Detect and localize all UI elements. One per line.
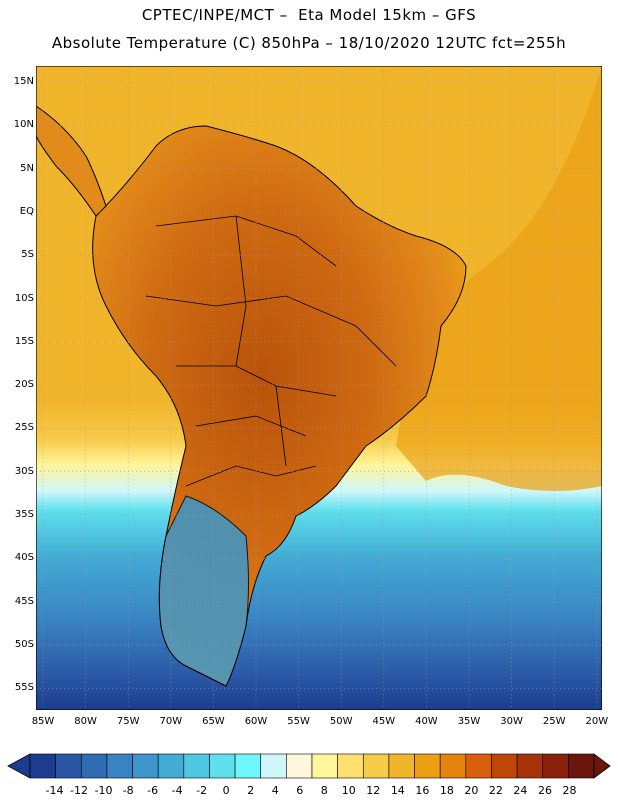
longitude-label: 35W [457, 716, 481, 727]
latitude-label: 10S [14, 292, 34, 304]
title-line-1: CPTEC/INPE/MCT – Eta Model 15km – GFS [141, 6, 477, 24]
colorbar-segment [29, 753, 56, 779]
colorbar-label: 10 [341, 784, 356, 797]
latitude-label: 55S [14, 682, 34, 694]
latitude-label: 45S [14, 595, 34, 607]
colorbar-label: 18 [439, 784, 454, 797]
colorbar-label: -2 [196, 784, 208, 797]
colorbar-segment [362, 753, 390, 779]
latitude-label: 25S [14, 422, 34, 434]
longitude-label: 65W [202, 716, 225, 727]
colorbar-label: 0 [222, 784, 230, 797]
title-line-2: Absolute Temperature (C) 850hPa – 18/10/… [51, 34, 567, 52]
colorbar-label: -12 [70, 784, 89, 797]
longitude-label: 55W [287, 716, 310, 727]
country-borders [145, 215, 397, 487]
colorbar-segment [337, 753, 364, 779]
temperature-map [36, 66, 602, 710]
colorbar-segment [491, 753, 518, 779]
longitude-label: 25W [542, 716, 566, 727]
lat-lon-grid [36, 66, 602, 710]
colorbar-segment [286, 753, 313, 779]
longitude-label: 80W [74, 716, 97, 727]
colorbar-label: 24 [513, 784, 528, 797]
colorbar-segment [516, 753, 544, 779]
longitude-label: 45W [372, 716, 396, 727]
longitude-label: 50W [329, 716, 353, 727]
colorbar-label: 14 [390, 784, 405, 797]
colorbar-segment [157, 753, 185, 779]
colorbar-label: 26 [537, 784, 552, 797]
colorbar-label: 8 [320, 784, 328, 797]
colorbar-segment [234, 753, 262, 779]
colorbar-segment [55, 753, 82, 779]
colorbar-label: 16 [415, 784, 430, 797]
latitude-label: 35S [14, 509, 34, 520]
colorbar-arrow-left [7, 753, 31, 779]
colorbar-segment [132, 753, 159, 779]
colorbar-segment [209, 753, 236, 779]
colorbar-segment [568, 753, 595, 779]
longitude-label: 85W [31, 716, 55, 727]
colorbar-segment [414, 753, 441, 779]
latitude-label: 15S [14, 335, 34, 347]
colorbar-label: 12 [366, 784, 381, 797]
colorbar-label: 22 [488, 784, 503, 797]
central-america-land [36, 105, 107, 217]
latitude-label: 5S [21, 249, 34, 261]
latitude-label: 5N [20, 162, 34, 174]
colorbar-segment [465, 753, 492, 779]
colorbar-segment [80, 753, 108, 779]
latitude-label: 10N [13, 119, 34, 131]
colorbar-label: 28 [562, 784, 577, 797]
colorbar-segment [311, 753, 338, 779]
longitude-label: 40W [415, 716, 438, 727]
colorbar-segment [439, 753, 467, 779]
latitude-label: 40S [14, 552, 34, 564]
longitude-label: 70W [159, 716, 183, 727]
longitude-label: 75W [116, 716, 140, 727]
color-scale-bar [7, 753, 611, 779]
longitude-label: 60W [244, 716, 268, 727]
latitude-label: 30S [14, 465, 34, 477]
latitude-label: 15N [13, 76, 34, 87]
colorbar-label: 2 [247, 784, 255, 797]
colorbar-segment [183, 753, 210, 779]
colorbar-label: -6 [147, 784, 159, 797]
colorbar-arrow-right [593, 753, 611, 779]
latitude-label: 20S [14, 379, 34, 391]
colorbar-label: -14 [45, 784, 64, 797]
latitude-label: EQ [19, 205, 34, 217]
colorbar-label: -4 [171, 784, 183, 797]
colorbar-label: -10 [94, 784, 113, 797]
colorbar-segment [260, 753, 287, 779]
colorbar-label: 4 [271, 784, 279, 797]
colorbar-segment [106, 753, 133, 779]
colorbar-segment [388, 753, 415, 779]
colorbar-label: 6 [296, 784, 304, 797]
warm-tongue [396, 66, 602, 491]
latitude-label: 50S [14, 638, 34, 650]
colorbar-label: -8 [122, 784, 134, 797]
colorbar-segment [542, 753, 569, 779]
longitude-label: 20W [585, 716, 609, 727]
longitude-label: 30W [500, 716, 523, 727]
colorbar-label: 20 [464, 784, 479, 797]
southern-cone-cool [158, 495, 249, 687]
